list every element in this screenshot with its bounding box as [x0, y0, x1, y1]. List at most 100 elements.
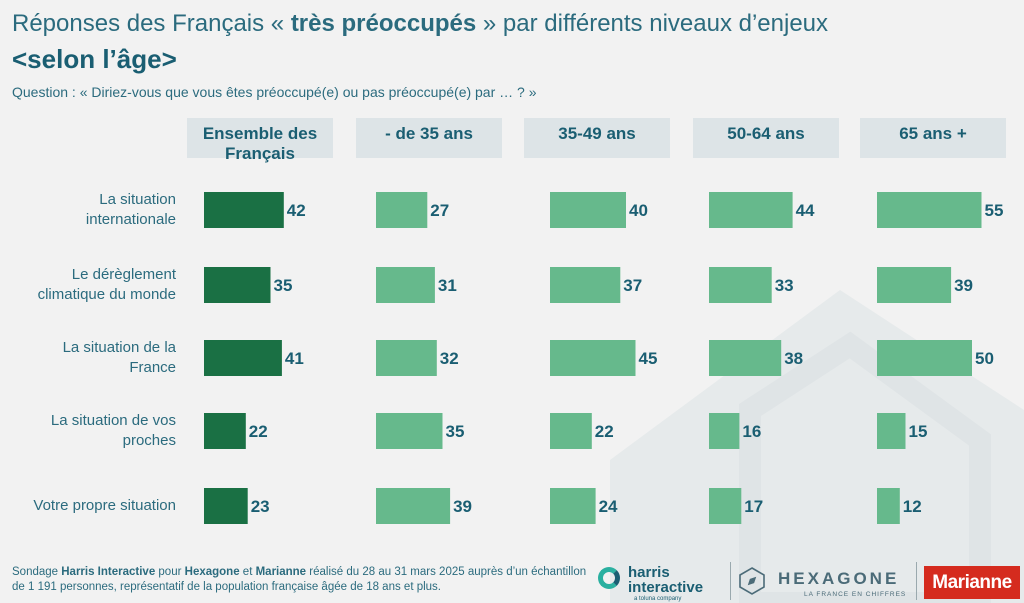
bar: [376, 340, 437, 376]
bar-value-label: 17: [744, 497, 763, 516]
harris-subtitle: a toluna company: [634, 596, 682, 602]
bar: [877, 413, 906, 449]
row-label: Votre propre situation: [0, 496, 176, 516]
column-header-line: - de 35 ans: [385, 124, 473, 143]
column-header: 50-64 ans: [693, 118, 839, 158]
harris-ring-icon: [598, 567, 620, 589]
bar-value-label: 39: [954, 276, 973, 295]
row-label-line: Votre propre situation: [33, 497, 176, 514]
logo-divider: [730, 562, 731, 600]
bar: [204, 488, 248, 524]
title-prefix: Réponses des Français «: [12, 10, 291, 37]
bar-value-label: 15: [909, 422, 928, 441]
footer-source: Sondage Harris Interactive pour Hexagone…: [12, 565, 592, 595]
bar: [877, 340, 972, 376]
hexagone-compass-icon: [739, 567, 765, 595]
bar: [709, 192, 793, 228]
column-header-line: Français: [225, 144, 295, 163]
harris-line2: interactive: [628, 579, 704, 596]
column-header: - de 35 ans: [356, 118, 502, 158]
row-label-line: proches: [122, 432, 176, 449]
row-label-line: France: [129, 359, 176, 376]
column-header: 65 ans +: [860, 118, 1006, 158]
bar: [376, 267, 435, 303]
column-header: 35-49 ans: [524, 118, 670, 158]
bar: [709, 413, 740, 449]
logo-divider: [916, 562, 917, 600]
bar-value-label: 27: [430, 201, 449, 220]
row-label-line: La situation de la: [62, 339, 176, 356]
bar-value-label: 38: [784, 349, 803, 368]
bar: [709, 340, 782, 376]
bar-value-label: 35: [446, 422, 465, 441]
bar-value-label: 31: [438, 276, 457, 295]
hexagone-logo: HEXAGONE LA FRANCE EN CHIFFRES: [738, 563, 914, 601]
bar-value-label: 12: [903, 497, 922, 516]
row-label-line: La situation de vos: [50, 412, 176, 429]
title-bold: très préoccupés: [290, 10, 477, 37]
bar: [204, 413, 246, 449]
row-label: Le dérèglement climatique du monde: [0, 265, 176, 305]
harris-interactive-logo: harris interactive a toluna company: [598, 563, 728, 603]
column-header-line: 50-64 ans: [727, 124, 805, 143]
bar-value-label: 33: [775, 276, 794, 295]
bar: [550, 413, 592, 449]
row-label-line: climatique du monde: [37, 286, 176, 303]
bar-value-label: 16: [742, 422, 761, 441]
bar: [376, 488, 451, 524]
footer-text-3: et: [239, 566, 256, 578]
row-label: La situation de la France: [0, 338, 176, 378]
row-label-line: internationale: [85, 211, 176, 228]
bar-value-label: 37: [623, 276, 642, 295]
hexagone-tagline: LA FRANCE EN CHIFFRES: [804, 591, 907, 598]
bar: [550, 340, 636, 376]
bar-value-label: 35: [274, 276, 293, 295]
bar: [709, 267, 772, 303]
bar: [376, 413, 443, 449]
bar-value-label: 45: [639, 349, 658, 368]
chart-title: Réponses des Français « très préoccupés …: [12, 10, 828, 38]
column-header-line: 35-49 ans: [558, 124, 636, 143]
row-label-line: Le dérèglement: [71, 266, 176, 283]
hexagone-name: HEXAGONE: [778, 569, 900, 588]
row-label: La situation de vos proches: [0, 411, 176, 451]
column-header-line: Ensemble des: [202, 124, 318, 143]
harris-line1: harris: [628, 564, 670, 581]
bar: [204, 192, 284, 228]
title-suffix: » par différents niveaux d’enjeux: [476, 10, 829, 37]
bar: [376, 192, 428, 228]
bar-value-label: 42: [287, 201, 306, 220]
bar: [877, 488, 900, 524]
bar-value-label: 32: [440, 349, 459, 368]
column-header-line: 65 ans +: [899, 124, 967, 143]
footer-text-4: réalisé du 28 au 31 mars 2025 auprès d’u…: [12, 566, 587, 593]
bar-value-label: 40: [629, 201, 648, 220]
bar: [709, 488, 742, 524]
bar-value-label: 50: [975, 349, 994, 368]
bar: [204, 340, 282, 376]
bar-value-label: 41: [285, 349, 304, 368]
bar-value-label: 23: [251, 497, 270, 516]
footer-harris: Harris Interactive: [61, 566, 156, 578]
chart-subtitle: <selon l’âge>: [12, 44, 177, 74]
marianne-logo: Marianne: [924, 566, 1020, 599]
bar: [550, 267, 621, 303]
row-label-line: La situation: [99, 191, 176, 208]
column-header: Ensemble des Français: [187, 118, 333, 163]
bar: [550, 488, 596, 524]
row-label: La situation internationale: [0, 190, 176, 230]
bar: [877, 192, 982, 228]
bar: [204, 267, 271, 303]
footer-text-2: pour: [155, 566, 185, 578]
bar-value-label: 39: [453, 497, 472, 516]
bar-value-label: 22: [595, 422, 614, 441]
bar-value-label: 44: [796, 201, 815, 220]
footer-text-1: Sondage: [12, 566, 62, 578]
bar-value-label: 55: [985, 201, 1004, 220]
bar: [877, 267, 952, 303]
footer-hexagone: Hexagone: [184, 566, 240, 578]
bar: [550, 192, 626, 228]
question-text: Question : « Diriez-vous que vous êtes p…: [12, 84, 537, 100]
bar-value-label: 24: [599, 497, 618, 516]
